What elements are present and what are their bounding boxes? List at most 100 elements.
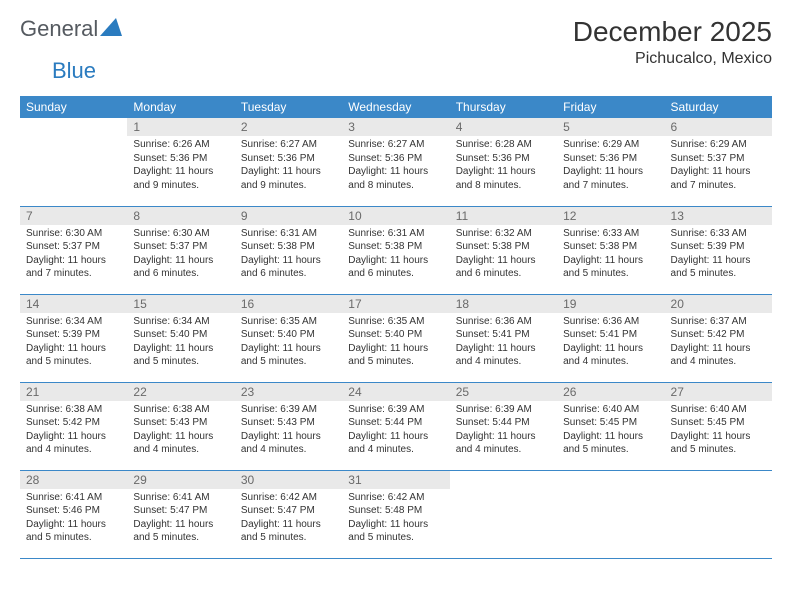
day-details: Sunrise: 6:41 AMSunset: 5:46 PMDaylight:… <box>20 489 127 549</box>
day-number: 12 <box>557 207 664 225</box>
calendar-cell: 7Sunrise: 6:30 AMSunset: 5:37 PMDaylight… <box>20 206 127 294</box>
calendar-body: ..1Sunrise: 6:26 AMSunset: 5:36 PMDaylig… <box>20 118 772 558</box>
day-details: Sunrise: 6:26 AMSunset: 5:36 PMDaylight:… <box>127 136 234 196</box>
day-details: Sunrise: 6:31 AMSunset: 5:38 PMDaylight:… <box>342 225 449 285</box>
weekday-header: Thursday <box>450 96 557 118</box>
day-number: 7 <box>20 207 127 225</box>
calendar-cell: .. <box>665 470 772 558</box>
calendar-cell: 23Sunrise: 6:39 AMSunset: 5:43 PMDayligh… <box>235 382 342 470</box>
calendar-cell: 4Sunrise: 6:28 AMSunset: 5:36 PMDaylight… <box>450 118 557 206</box>
calendar-cell: .. <box>450 470 557 558</box>
calendar-cell: .. <box>557 470 664 558</box>
calendar-cell: 16Sunrise: 6:35 AMSunset: 5:40 PMDayligh… <box>235 294 342 382</box>
day-number: 30 <box>235 471 342 489</box>
day-number: 14 <box>20 295 127 313</box>
weekday-header: Saturday <box>665 96 772 118</box>
day-details: Sunrise: 6:31 AMSunset: 5:38 PMDaylight:… <box>235 225 342 285</box>
day-number: 16 <box>235 295 342 313</box>
calendar-cell: 24Sunrise: 6:39 AMSunset: 5:44 PMDayligh… <box>342 382 449 470</box>
month-title: December 2025 <box>573 16 772 48</box>
calendar-cell: 21Sunrise: 6:38 AMSunset: 5:42 PMDayligh… <box>20 382 127 470</box>
day-number: 21 <box>20 383 127 401</box>
calendar-cell: 30Sunrise: 6:42 AMSunset: 5:47 PMDayligh… <box>235 470 342 558</box>
day-number: 3 <box>342 118 449 136</box>
day-number: 18 <box>450 295 557 313</box>
day-details: Sunrise: 6:40 AMSunset: 5:45 PMDaylight:… <box>557 401 664 461</box>
day-number: 13 <box>665 207 772 225</box>
calendar-cell: .. <box>20 118 127 206</box>
calendar-row: 28Sunrise: 6:41 AMSunset: 5:46 PMDayligh… <box>20 470 772 558</box>
logo-text-blue: Blue <box>52 58 96 83</box>
weekday-header: Sunday <box>20 96 127 118</box>
day-number: 28 <box>20 471 127 489</box>
day-details: Sunrise: 6:27 AMSunset: 5:36 PMDaylight:… <box>342 136 449 196</box>
calendar-cell: 15Sunrise: 6:34 AMSunset: 5:40 PMDayligh… <box>127 294 234 382</box>
day-number: 22 <box>127 383 234 401</box>
calendar-cell: 27Sunrise: 6:40 AMSunset: 5:45 PMDayligh… <box>665 382 772 470</box>
day-details: Sunrise: 6:30 AMSunset: 5:37 PMDaylight:… <box>20 225 127 285</box>
calendar-cell: 20Sunrise: 6:37 AMSunset: 5:42 PMDayligh… <box>665 294 772 382</box>
day-number: 25 <box>450 383 557 401</box>
day-number: 19 <box>557 295 664 313</box>
calendar-table: Sunday Monday Tuesday Wednesday Thursday… <box>20 96 772 559</box>
day-number: 24 <box>342 383 449 401</box>
day-details: Sunrise: 6:33 AMSunset: 5:39 PMDaylight:… <box>665 225 772 285</box>
day-number: 20 <box>665 295 772 313</box>
day-number: 6 <box>665 118 772 136</box>
day-number: 1 <box>127 118 234 136</box>
calendar-cell: 19Sunrise: 6:36 AMSunset: 5:41 PMDayligh… <box>557 294 664 382</box>
calendar-cell: 11Sunrise: 6:32 AMSunset: 5:38 PMDayligh… <box>450 206 557 294</box>
calendar-cell: 18Sunrise: 6:36 AMSunset: 5:41 PMDayligh… <box>450 294 557 382</box>
day-details: Sunrise: 6:34 AMSunset: 5:39 PMDaylight:… <box>20 313 127 373</box>
day-details: Sunrise: 6:37 AMSunset: 5:42 PMDaylight:… <box>665 313 772 373</box>
location: Pichucalco, Mexico <box>573 50 772 68</box>
day-details: Sunrise: 6:32 AMSunset: 5:38 PMDaylight:… <box>450 225 557 285</box>
weekday-header: Friday <box>557 96 664 118</box>
day-number: 26 <box>557 383 664 401</box>
calendar-cell: 12Sunrise: 6:33 AMSunset: 5:38 PMDayligh… <box>557 206 664 294</box>
day-details: Sunrise: 6:36 AMSunset: 5:41 PMDaylight:… <box>450 313 557 373</box>
weekday-header: Monday <box>127 96 234 118</box>
day-details: Sunrise: 6:42 AMSunset: 5:47 PMDaylight:… <box>235 489 342 549</box>
day-details: Sunrise: 6:39 AMSunset: 5:43 PMDaylight:… <box>235 401 342 461</box>
weekday-header-row: Sunday Monday Tuesday Wednesday Thursday… <box>20 96 772 118</box>
calendar-cell: 9Sunrise: 6:31 AMSunset: 5:38 PMDaylight… <box>235 206 342 294</box>
day-details: Sunrise: 6:40 AMSunset: 5:45 PMDaylight:… <box>665 401 772 461</box>
day-number: 10 <box>342 207 449 225</box>
logo-text-general: General <box>20 16 98 42</box>
day-details: Sunrise: 6:28 AMSunset: 5:36 PMDaylight:… <box>450 136 557 196</box>
day-details: Sunrise: 6:29 AMSunset: 5:36 PMDaylight:… <box>557 136 664 196</box>
calendar-row: 21Sunrise: 6:38 AMSunset: 5:42 PMDayligh… <box>20 382 772 470</box>
calendar-row: ..1Sunrise: 6:26 AMSunset: 5:36 PMDaylig… <box>20 118 772 206</box>
day-details: Sunrise: 6:36 AMSunset: 5:41 PMDaylight:… <box>557 313 664 373</box>
title-block: December 2025 Pichucalco, Mexico <box>573 16 772 68</box>
day-number: 11 <box>450 207 557 225</box>
calendar-row: 14Sunrise: 6:34 AMSunset: 5:39 PMDayligh… <box>20 294 772 382</box>
day-number: 5 <box>557 118 664 136</box>
calendar-cell: 10Sunrise: 6:31 AMSunset: 5:38 PMDayligh… <box>342 206 449 294</box>
day-details: Sunrise: 6:38 AMSunset: 5:42 PMDaylight:… <box>20 401 127 461</box>
calendar-cell: 8Sunrise: 6:30 AMSunset: 5:37 PMDaylight… <box>127 206 234 294</box>
day-number: 4 <box>450 118 557 136</box>
calendar-cell: 28Sunrise: 6:41 AMSunset: 5:46 PMDayligh… <box>20 470 127 558</box>
day-details: Sunrise: 6:41 AMSunset: 5:47 PMDaylight:… <box>127 489 234 549</box>
day-number: 2 <box>235 118 342 136</box>
calendar-cell: 1Sunrise: 6:26 AMSunset: 5:36 PMDaylight… <box>127 118 234 206</box>
day-details: Sunrise: 6:39 AMSunset: 5:44 PMDaylight:… <box>450 401 557 461</box>
calendar-cell: 5Sunrise: 6:29 AMSunset: 5:36 PMDaylight… <box>557 118 664 206</box>
calendar-cell: 6Sunrise: 6:29 AMSunset: 5:37 PMDaylight… <box>665 118 772 206</box>
day-number: 15 <box>127 295 234 313</box>
calendar-cell: 26Sunrise: 6:40 AMSunset: 5:45 PMDayligh… <box>557 382 664 470</box>
logo-triangle-icon <box>100 18 122 41</box>
calendar-cell: 31Sunrise: 6:42 AMSunset: 5:48 PMDayligh… <box>342 470 449 558</box>
day-number: 27 <box>665 383 772 401</box>
calendar-cell: 2Sunrise: 6:27 AMSunset: 5:36 PMDaylight… <box>235 118 342 206</box>
day-details: Sunrise: 6:38 AMSunset: 5:43 PMDaylight:… <box>127 401 234 461</box>
calendar-cell: 14Sunrise: 6:34 AMSunset: 5:39 PMDayligh… <box>20 294 127 382</box>
day-details: Sunrise: 6:42 AMSunset: 5:48 PMDaylight:… <box>342 489 449 549</box>
day-details: Sunrise: 6:30 AMSunset: 5:37 PMDaylight:… <box>127 225 234 285</box>
day-number: 17 <box>342 295 449 313</box>
calendar-cell: 29Sunrise: 6:41 AMSunset: 5:47 PMDayligh… <box>127 470 234 558</box>
weekday-header: Tuesday <box>235 96 342 118</box>
day-number: 9 <box>235 207 342 225</box>
